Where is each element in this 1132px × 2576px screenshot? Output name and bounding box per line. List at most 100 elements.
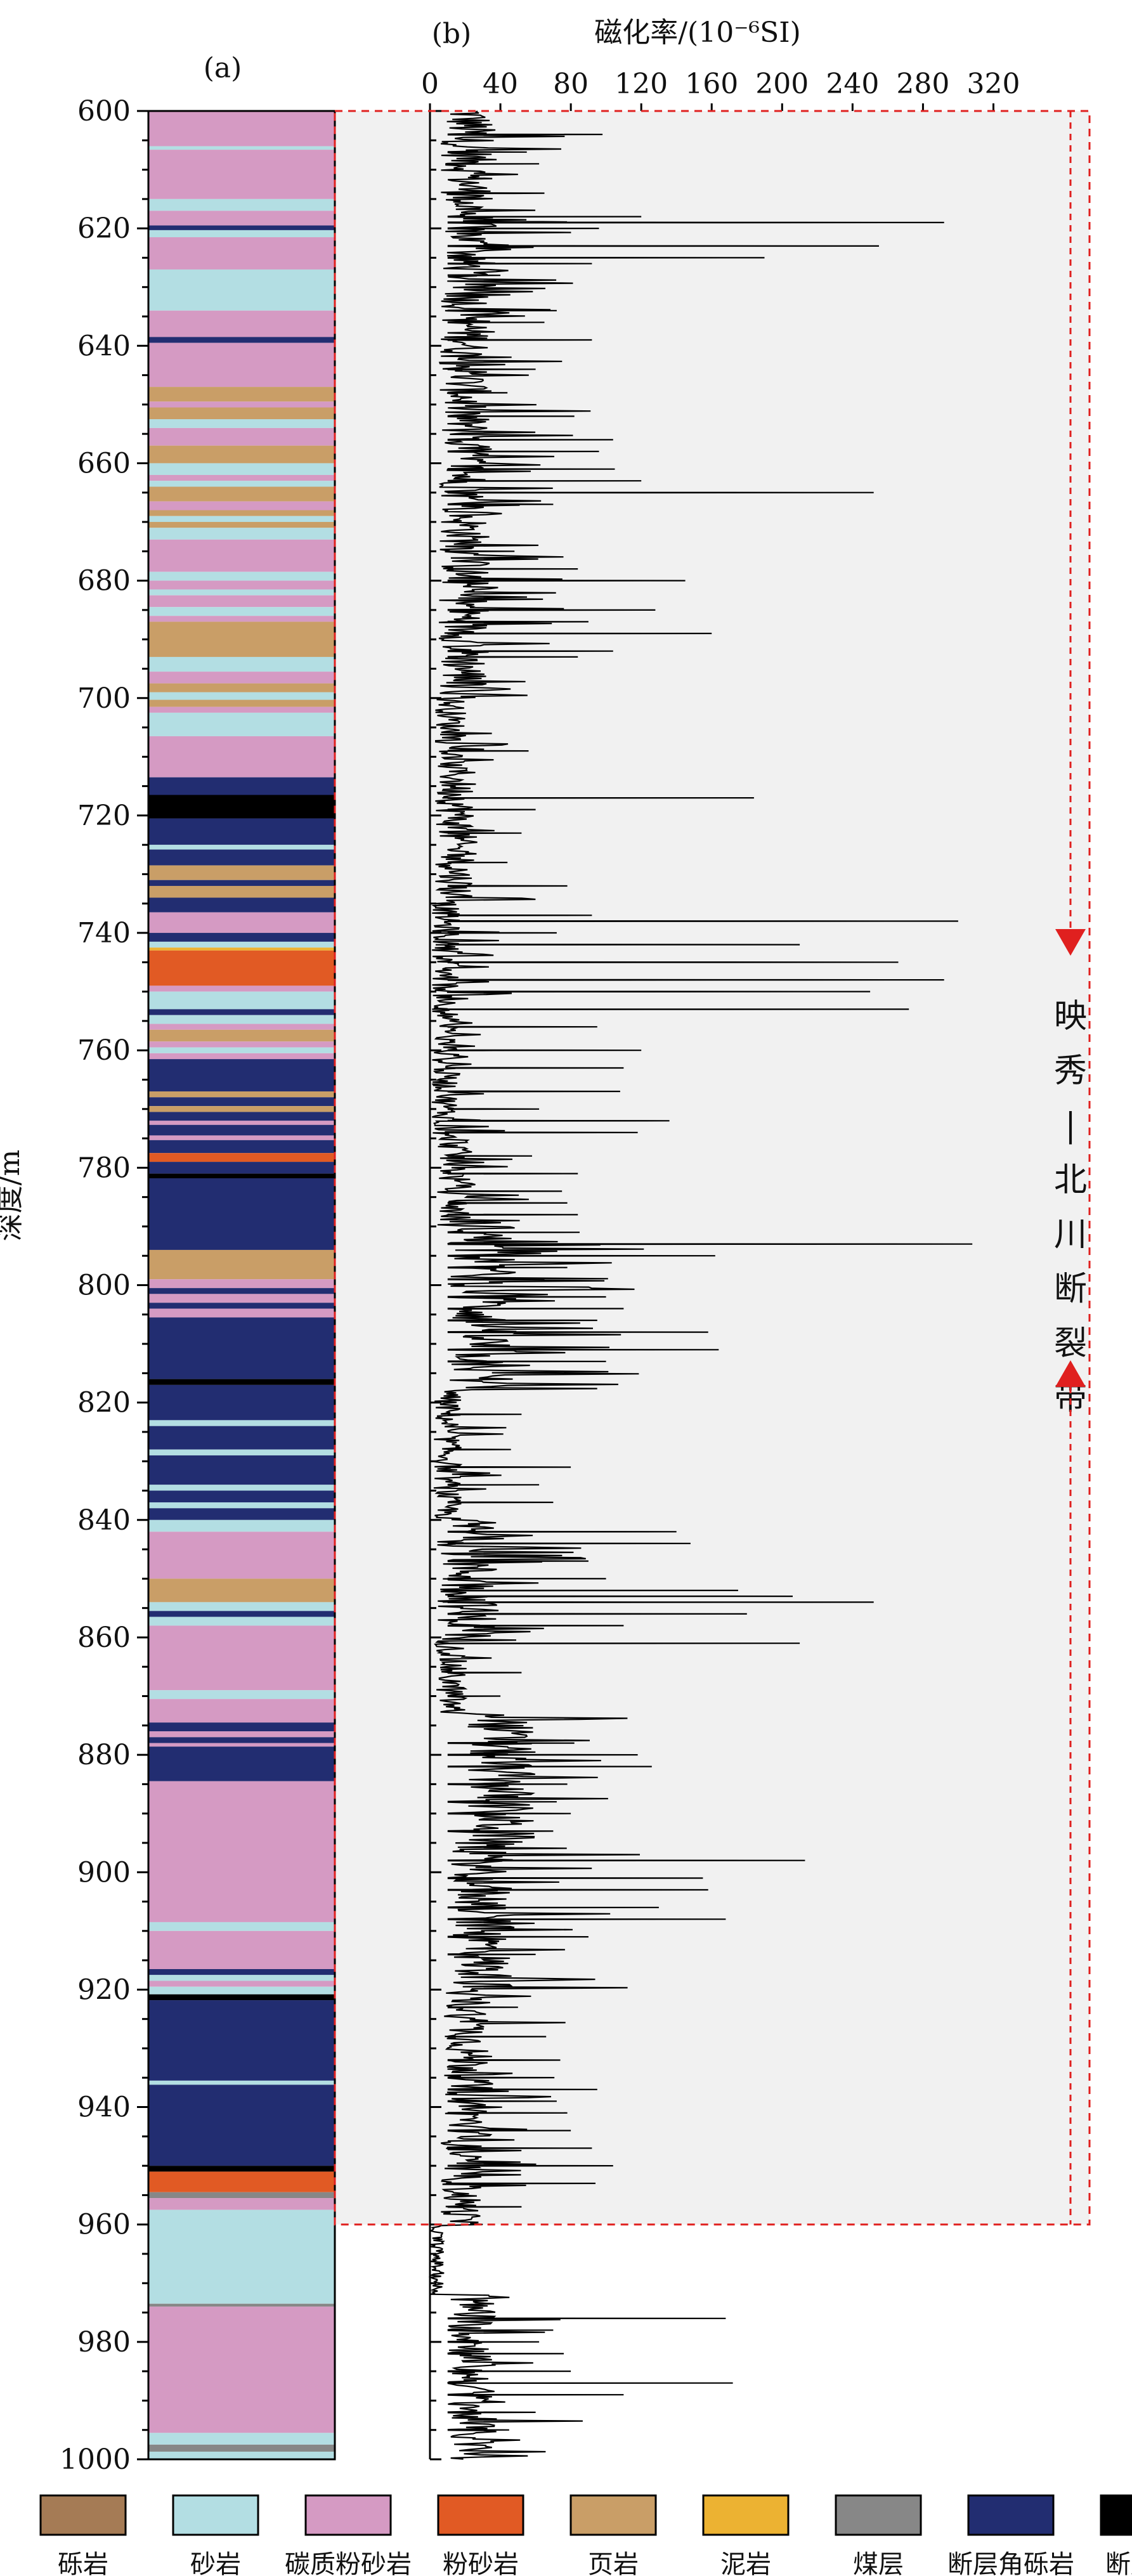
litho-layer-mudstone xyxy=(148,947,335,951)
litho-layer-carb_siltstone xyxy=(148,1279,335,1289)
litho-layer-carb_siltstone xyxy=(148,310,335,337)
x-tick-label: 120 xyxy=(615,68,668,100)
litho-layer-fault_gouge xyxy=(148,2166,335,2172)
litho-layer-fault_breccia xyxy=(148,1508,335,1520)
litho-layer-shale xyxy=(148,621,335,657)
litho-layer-sandstone xyxy=(148,1502,335,1509)
litho-layer-carb_siltstone xyxy=(148,616,335,622)
depth-tick-label: 720 xyxy=(77,800,131,832)
litho-layer-sandstone xyxy=(148,1420,335,1426)
litho-layer-sandstone xyxy=(148,589,335,595)
litho-layer-sandstone xyxy=(148,941,335,948)
depth-tick-label: 740 xyxy=(77,917,131,949)
depth-tick-label: 640 xyxy=(77,330,131,362)
depth-tick-label: 780 xyxy=(77,1152,131,1184)
x-tick-label: 240 xyxy=(826,68,879,100)
litho-layer-fault_breccia xyxy=(148,1140,335,1154)
fault-zone-char: | xyxy=(1065,1107,1076,1145)
litho-layer-shale xyxy=(148,445,335,464)
litho-layer-sandstone xyxy=(148,656,335,672)
litho-layer-coal xyxy=(148,2444,335,2452)
litho-layer-sandstone xyxy=(148,712,335,736)
legend-label: 泥岩 xyxy=(720,2550,771,2576)
depth-tick-label: 960 xyxy=(77,2209,131,2241)
litho-layer-shale xyxy=(148,1091,335,1098)
litho-layer-fault_breccia xyxy=(148,337,335,343)
litho-layer-fault_breccia xyxy=(148,1490,335,1503)
litho-layer-fault_breccia xyxy=(148,1968,335,1975)
litho-layer-fault_breccia xyxy=(148,1303,335,1309)
x-axis: 0 40 80 120 160 200 240 280 320 xyxy=(421,68,1020,2461)
legend-swatch-fault_breccia xyxy=(967,2494,1055,2536)
litho-layer-carb_siltstone xyxy=(148,342,335,387)
litho-layer-carb_siltstone xyxy=(148,1699,335,1723)
litho-layer-carb_siltstone xyxy=(148,2306,335,2433)
litho-layer-sandstone xyxy=(148,230,335,238)
legend-label: 粉砂岩 xyxy=(443,2550,519,2576)
depth-tick-label: 620 xyxy=(77,212,131,245)
litho-layer-fault_breccia xyxy=(148,1317,335,1379)
litho-layer-fault_breccia xyxy=(148,1288,335,1294)
litho-layer-carb_siltstone xyxy=(148,539,335,572)
litho-layer-fault_breccia xyxy=(148,1426,335,1450)
litho-layer-carb_siltstone xyxy=(148,1930,335,1969)
x-tick-label: 80 xyxy=(553,68,589,100)
litho-layer-sandstone xyxy=(148,607,335,616)
legend-swatch-coal xyxy=(835,2494,922,2536)
litho-layer-sandstone xyxy=(148,2433,335,2445)
litho-layer-carb_siltstone xyxy=(148,1731,335,1738)
legend-swatch-shale xyxy=(569,2494,657,2536)
litho-layer-fault_breccia xyxy=(148,1178,335,1250)
litho-layer-fault_breccia xyxy=(148,1097,335,1107)
litho-layer-carb_siltstone xyxy=(148,672,335,684)
litho-layer-shale xyxy=(148,1029,335,1042)
depth-tick-label: 940 xyxy=(77,2091,131,2124)
legend-label: 砂岩 xyxy=(190,2550,241,2576)
legend-swatch-siltstone xyxy=(437,2494,524,2536)
x-tick-label: 0 xyxy=(421,68,439,100)
litho-layer-carb_siltstone xyxy=(148,401,335,408)
litho-layer-carb_siltstone xyxy=(148,111,335,146)
fault-zone-char: 断 xyxy=(1054,1270,1087,1308)
litho-layer-sandstone xyxy=(148,1922,335,1931)
litho-layer-shale xyxy=(148,683,335,693)
susceptibility-trace xyxy=(428,110,973,2460)
legend-swatch-mudstone xyxy=(702,2494,790,2536)
litho-layer-carb_siltstone xyxy=(148,1053,335,1060)
fault-zone-arrow-up xyxy=(1055,1360,1086,1387)
depth-tick-label: 700 xyxy=(77,682,131,715)
x-tick-label: 320 xyxy=(966,68,1020,100)
panel-label-a: (a) xyxy=(204,52,242,84)
litho-layer-shale xyxy=(148,699,335,707)
litho-layer-carb_siltstone xyxy=(148,706,335,713)
legend-label: 煤层 xyxy=(853,2550,904,2576)
depth-tick-label: 800 xyxy=(77,1270,131,1302)
litho-layer-sandstone xyxy=(148,991,335,1010)
litho-layer-shale xyxy=(148,1578,335,1603)
legend-swatch-fault_gouge xyxy=(1100,2494,1132,2536)
litho-layer-carb_siltstone xyxy=(148,1121,335,1125)
litho-layer-carb_siltstone xyxy=(148,1135,335,1140)
litho-layer-sandstone xyxy=(148,1975,335,1981)
litho-layer-siltstone xyxy=(148,1153,335,1162)
litho-layer-sandstone xyxy=(148,2080,335,2085)
fault-zone-char: 映 xyxy=(1054,998,1087,1036)
litho-layer-carb_siltstone xyxy=(148,580,335,590)
legend: 砾岩 砂岩 碳质粉砂岩 粉砂岩 页岩 泥岩 煤层 断层角砾岩 断层泥 xyxy=(39,2494,1132,2576)
litho-layer-carb_siltstone xyxy=(148,2198,335,2210)
litho-layer-shale xyxy=(148,407,335,420)
x-tick-label: 280 xyxy=(896,68,949,100)
litho-layer-sandstone xyxy=(148,2451,335,2459)
litho-layer-coal xyxy=(148,2303,335,2307)
legend-label: 断层泥 xyxy=(1105,2550,1132,2576)
depth-axis: 600 620 640 660 680 700 720 740 760 780 800 820 840 8… xyxy=(60,95,148,2476)
litho-layer-fault_breccia xyxy=(148,2000,335,2081)
litho-layer-carb_siltstone xyxy=(148,1024,335,1030)
depth-axis-label: 深度/m xyxy=(0,1150,26,1242)
litho-layer-carb_siltstone xyxy=(148,211,335,226)
litho-layer-sandstone xyxy=(148,481,335,487)
litho-layer-fault_breccia xyxy=(148,818,335,845)
litho-layer-fault_breccia xyxy=(148,2085,335,2166)
